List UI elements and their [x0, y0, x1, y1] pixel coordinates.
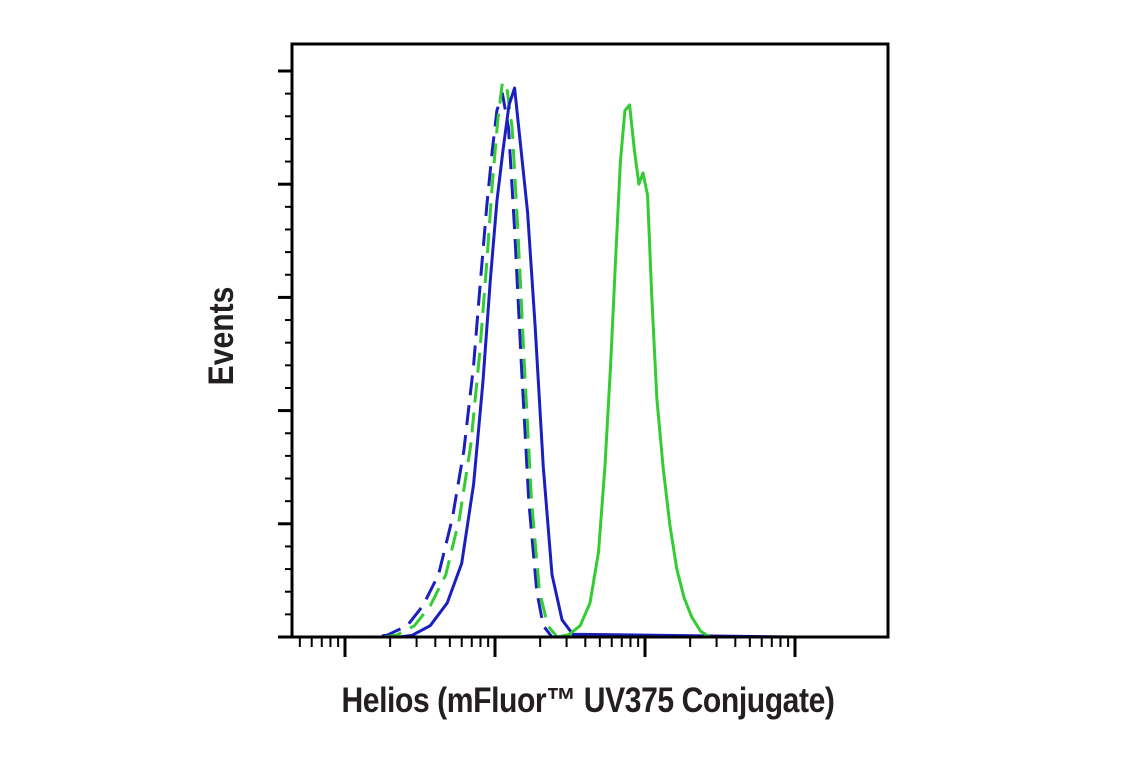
plot-frame [290, 42, 890, 639]
y-axis-title: Events [202, 286, 241, 386]
histogram-curves [292, 80, 796, 639]
series-line-3 [292, 86, 796, 639]
series-line-1 [292, 92, 795, 639]
series-line-2 [292, 80, 795, 639]
series-line-4 [292, 103, 795, 639]
x-axis-title: Helios (mFluor™ UV375 Conjugate) [341, 681, 835, 720]
